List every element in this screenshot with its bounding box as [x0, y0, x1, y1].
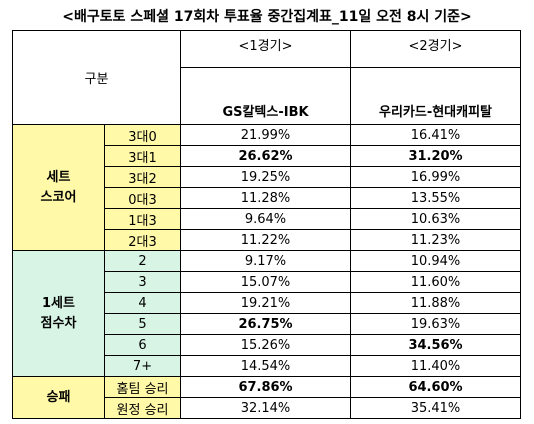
- row-label: 5: [103, 313, 182, 335]
- game1-value: 11.22%: [180, 229, 352, 251]
- game1-value: 15.07%: [180, 271, 352, 293]
- row-label: 3대2: [103, 166, 182, 188]
- game1-value: 14.54%: [180, 355, 352, 377]
- game1-value: 32.14%: [180, 397, 352, 419]
- game1-value: 11.28%: [180, 187, 352, 209]
- category-line-1: 승패: [46, 389, 71, 405]
- category-line-1: 1세트: [42, 295, 75, 311]
- game2-value: 16.99%: [350, 166, 522, 188]
- win-loss-category: 승패: [12, 376, 105, 419]
- game1-value: 67.86%: [180, 376, 352, 398]
- row-label: 2대3: [103, 229, 182, 251]
- game2-label: <2경기>: [350, 30, 522, 68]
- row-label: 홈팀 승리: [103, 376, 182, 398]
- table-row: 1대3 9.64% 10.63%: [13, 208, 522, 230]
- game1-teams: GS칼텍스-IBK: [180, 67, 352, 125]
- game1-value: 15.26%: [180, 334, 352, 356]
- game2-value: 11.40%: [350, 355, 522, 377]
- game2-value: 11.60%: [350, 271, 522, 293]
- game1-value: 9.17%: [180, 250, 352, 272]
- game1-value: 21.99%: [180, 124, 352, 146]
- row-label: 6: [103, 334, 182, 356]
- row-label: 3대1: [103, 145, 182, 167]
- table-row: 1세트 점수차 2 9.17% 10.94%: [12, 250, 522, 377]
- game2-value: 13.55%: [350, 187, 522, 209]
- row-label: 원정 승리: [103, 397, 182, 419]
- table-row: 7+ 14.54% 11.40%: [13, 355, 522, 377]
- row-label: 7+: [103, 355, 182, 377]
- table-row: 0대3 11.28% 13.55%: [13, 187, 522, 209]
- game1-value: 26.75%: [180, 313, 352, 335]
- game1-value: 26.62%: [180, 145, 352, 167]
- gubun-header: 구분: [11, 30, 182, 125]
- game2-value: 35.41%: [350, 397, 522, 419]
- row-label: 2: [103, 250, 182, 272]
- row-label: 1대3: [103, 208, 182, 230]
- game2-value: 19.63%: [350, 313, 522, 335]
- game2-value: 10.94%: [350, 250, 522, 272]
- game2-teams: 우리카드-현대캐피탈: [350, 67, 522, 125]
- category-line-2: 스코어: [40, 189, 77, 205]
- game1-value: 9.64%: [180, 208, 352, 230]
- table-row: 세트 스코어 3대0 21.99% 16.41%: [12, 124, 522, 251]
- table-row: 승패 홈팀 승리 67.86% 64.60%: [12, 376, 522, 419]
- row-label: 3: [103, 271, 182, 293]
- game1-label: <1경기>: [180, 30, 352, 68]
- game2-value: 34.56%: [350, 334, 522, 356]
- category-line-1: 세트: [46, 169, 71, 185]
- category-line-2: 점수차: [40, 315, 77, 331]
- row-label: 4: [103, 292, 182, 314]
- game1-value: 19.25%: [180, 166, 352, 188]
- row-label: 0대3: [103, 187, 182, 209]
- table-row: 3대1 26.62% 31.20%: [13, 145, 522, 167]
- game2-value: 16.41%: [350, 124, 522, 146]
- page-title: <배구토토 스페셜 17회차 투표율 중간집계표_11일 오전 8시 기준>: [62, 9, 472, 25]
- table-row: 6 15.26% 34.56%: [13, 334, 522, 356]
- game2-value: 64.60%: [350, 376, 522, 398]
- game2-value: 10.63%: [350, 208, 522, 230]
- game2-value: 11.88%: [350, 292, 522, 314]
- game1-value: 19.21%: [180, 292, 352, 314]
- game2-value: 31.20%: [350, 145, 522, 167]
- row-label: 3대0: [103, 124, 182, 146]
- table-row: 원정 승리 32.14% 35.41%: [13, 397, 522, 419]
- game2-value: 11.23%: [350, 229, 522, 251]
- table-row: 5 26.75% 19.63%: [13, 313, 522, 335]
